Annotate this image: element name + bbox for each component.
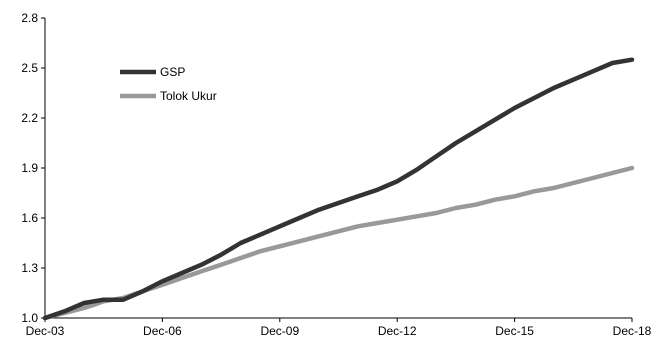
- x-tick-label: Dec-18: [613, 324, 652, 338]
- x-tick-label: Dec-03: [26, 324, 65, 338]
- series-lines: [45, 60, 632, 318]
- legend-label-tolok-ukur: Tolok Ukur: [160, 89, 217, 103]
- x-tick-label: Dec-12: [378, 324, 417, 338]
- x-tick-label: Dec-09: [260, 324, 299, 338]
- legend-label-gsp: GSP: [160, 65, 185, 79]
- y-tick-label: 2.2: [21, 111, 38, 125]
- y-ticks: 1.0 1.3 1.6 1.9 2.2 2.5 2.8: [21, 11, 45, 325]
- y-tick-label: 1.3: [21, 261, 38, 275]
- y-tick-label: 1.0: [21, 311, 38, 325]
- x-ticks: Dec-03 Dec-06 Dec-09 Dec-12 Dec-15 Dec-18: [26, 318, 652, 338]
- y-tick-label: 1.9: [21, 161, 38, 175]
- y-tick-label: 2.8: [21, 11, 38, 25]
- y-tick-label: 1.6: [21, 211, 38, 225]
- y-tick-label: 2.5: [21, 61, 38, 75]
- x-tick-label: Dec-15: [495, 324, 534, 338]
- legend: GSP Tolok Ukur: [120, 65, 217, 103]
- axes: [45, 18, 632, 318]
- x-tick-label: Dec-06: [143, 324, 182, 338]
